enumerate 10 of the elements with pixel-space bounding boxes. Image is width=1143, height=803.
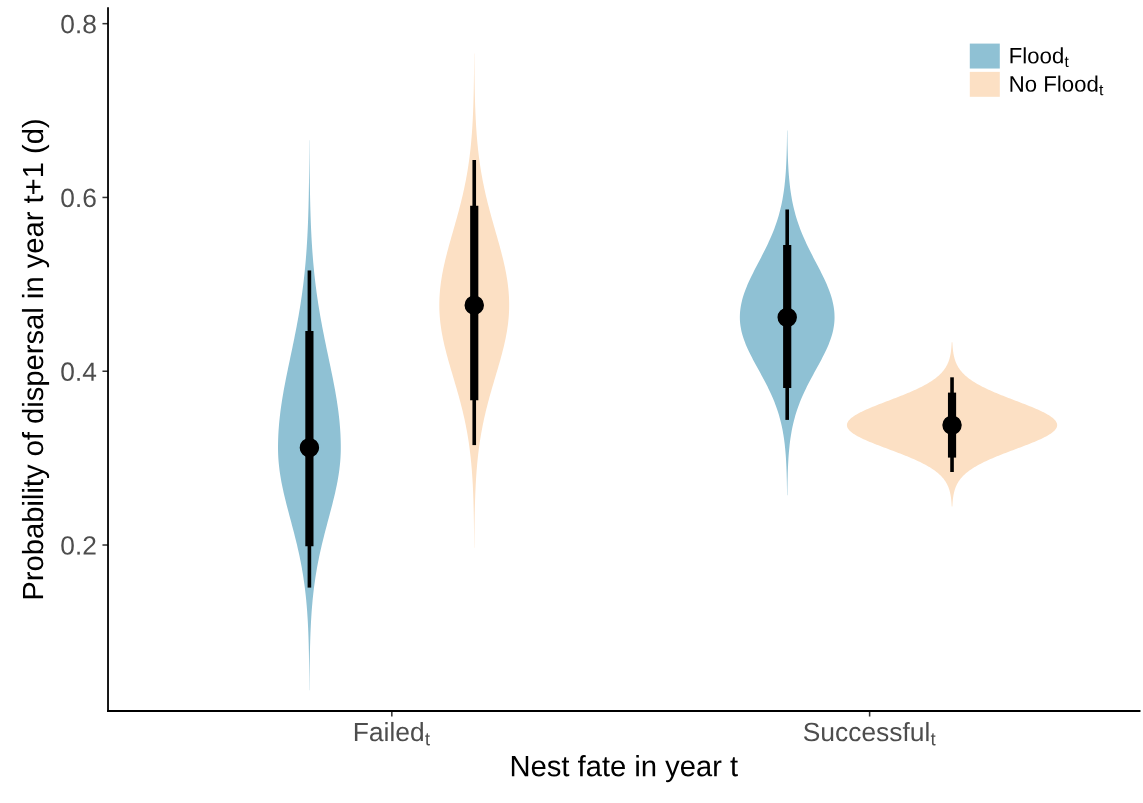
- y-tick-label: 0.2: [61, 536, 96, 555]
- legend-label: Flood$_{t}$: [1010, 47, 1069, 67]
- y-axis-title: Probability of dispersal in year t+1 (d): [21, 120, 50, 599]
- x-tick-label: Failed$_{t}$: [354, 721, 430, 746]
- x-axis-title: Nest fate in year t: [511, 755, 738, 783]
- y-tick-label: 0.8: [61, 14, 96, 34]
- x-tick-label: Successful$_{t}$: [803, 721, 936, 746]
- y-tick-label: 0.4: [61, 362, 97, 382]
- legend-label: No Flood$_{t}$: [1010, 75, 1104, 96]
- y-tick-label: 0.6: [61, 188, 96, 208]
